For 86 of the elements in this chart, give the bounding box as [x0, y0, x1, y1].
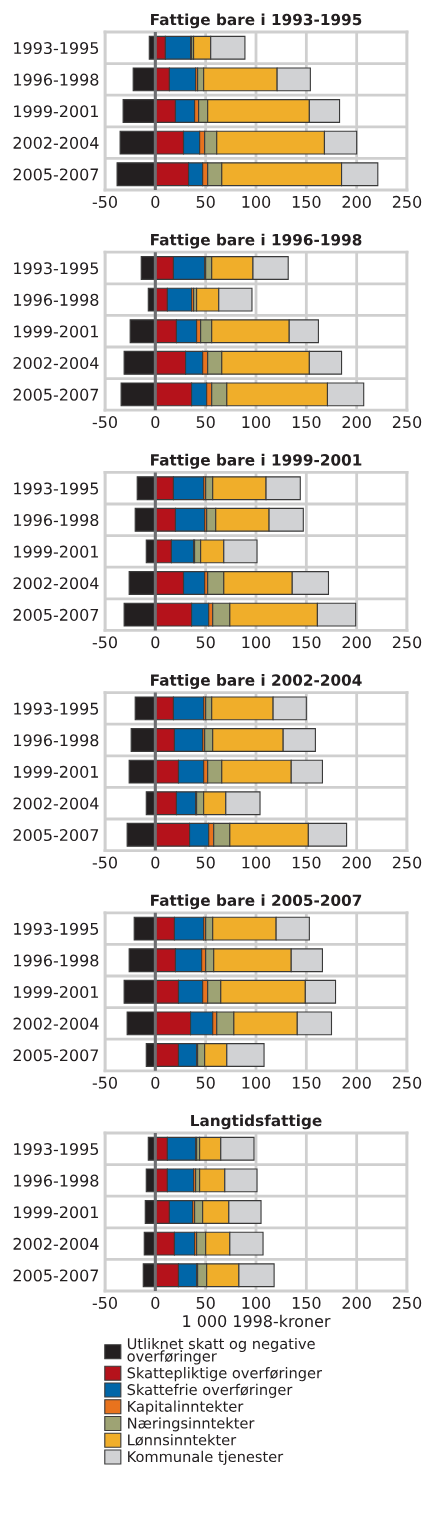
x-tick-label: -50 — [92, 856, 117, 869]
y-tick-label: 2005-2007 — [13, 608, 99, 621]
x-tick-label: 200 — [342, 1076, 371, 1089]
y-tick-label: 2002-2004 — [13, 357, 99, 370]
y-tick-label: 2005-2007 — [13, 829, 99, 842]
y-tick-label: 1996-1998 — [14, 1174, 99, 1187]
x-tick-label: -50 — [92, 1296, 117, 1309]
y-tick-label: 1999-2001 — [14, 545, 98, 558]
x-tick-label: 200 — [342, 416, 371, 429]
x-tick-label: 100 — [242, 195, 271, 208]
x-tick-label: 0 — [151, 636, 160, 649]
x-tick-label: 150 — [292, 636, 321, 649]
x-tick-label: 200 — [342, 1296, 371, 1309]
y-tick-label: 1993-1995 — [14, 922, 99, 935]
y-tick-label: 1999-2001 — [14, 105, 98, 118]
x-tick-label: 200 — [342, 195, 371, 208]
x-tick-label: 150 — [292, 1296, 321, 1309]
y-tick-label: 1993-1995 — [14, 1143, 99, 1156]
x-tick-label: 0 — [151, 1296, 160, 1309]
y-tick-label: 2002-2004 — [13, 797, 99, 810]
x-tick-label: 50 — [196, 636, 215, 649]
y-tick-label: 1999-2001 — [14, 325, 98, 338]
y-tick-label: 2005-2007 — [13, 168, 99, 181]
chart-title: Fattige bare i 2005-2007 — [151, 894, 362, 910]
x-tick-label: 50 — [196, 1296, 215, 1309]
x-tick-label: 250 — [392, 1296, 422, 1309]
x-tick-label: 100 — [242, 636, 271, 649]
x-tick-label: 50 — [196, 1076, 215, 1089]
x-tick-label: 150 — [292, 1076, 321, 1089]
x-tick-label: 250 — [392, 1076, 422, 1089]
y-tick-label: 1999-2001 — [14, 765, 98, 778]
y-tick-label: 1996-1998 — [14, 514, 99, 527]
y-tick-label: 2002-2004 — [13, 1017, 99, 1030]
y-tick-label: 2002-2004 — [13, 577, 99, 590]
x-tick-label: 200 — [342, 636, 371, 649]
y-tick-label: 1993-1995 — [14, 42, 99, 55]
legend-label: Kommunale tjenester — [128, 1450, 284, 1465]
x-tick-label: 0 — [151, 416, 160, 429]
x-tick-label: 0 — [151, 1076, 160, 1089]
x-tick-label: 100 — [242, 1076, 271, 1089]
x-tick-label: 150 — [292, 856, 321, 869]
legend-label: Skattepliktige overføringer — [127, 1367, 322, 1382]
x-tick-label: 150 — [292, 195, 321, 208]
x-tick-label: 200 — [342, 856, 371, 869]
x-tick-label: 250 — [392, 856, 422, 869]
y-tick-label: 1993-1995 — [14, 262, 99, 275]
x-tick-label: 0 — [151, 856, 160, 869]
x-tick-label: 250 — [392, 416, 422, 429]
x-tick-label: -50 — [92, 1076, 117, 1089]
x-tick-label: 50 — [196, 856, 215, 869]
y-tick-label: 1996-1998 — [14, 954, 99, 967]
y-tick-label: 1996-1998 — [14, 293, 99, 306]
y-tick-label: 2002-2004 — [13, 1237, 99, 1250]
x-tick-label: -50 — [92, 636, 117, 649]
y-tick-label: 1996-1998 — [14, 73, 99, 86]
x-tick-label: 100 — [242, 416, 271, 429]
x-tick-label: 250 — [392, 195, 422, 208]
chart-title: Fattige bare i 1999-2001 — [151, 453, 362, 469]
x-tick-label: 250 — [392, 636, 422, 649]
y-tick-label: 2005-2007 — [13, 1049, 99, 1062]
legend-label: Skattefrie overføringer — [127, 1383, 293, 1398]
x-tick-label: 50 — [196, 195, 215, 208]
x-tick-label: 50 — [196, 416, 215, 429]
legend-label: Utliknet skatt og negative overføringer — [127, 1337, 315, 1365]
y-tick-label: 2005-2007 — [13, 388, 99, 401]
x-tick-label: 100 — [242, 1296, 271, 1309]
chart-title: Fattige bare i 1993-1995 — [151, 13, 362, 29]
legend-label: Lønnsinntekter — [128, 1434, 237, 1446]
legend-label: Kapitalinntekter — [128, 1400, 244, 1415]
x-tick-label: -50 — [92, 195, 117, 208]
y-tick-label: 2002-2004 — [13, 136, 99, 149]
y-tick-label: 1999-2001 — [14, 1206, 98, 1219]
y-tick-label: 2005-2007 — [13, 1269, 99, 1282]
y-tick-label: 1999-2001 — [14, 986, 98, 999]
y-tick-label: 1993-1995 — [14, 482, 99, 495]
x-tick-label: -50 — [92, 416, 117, 429]
chart-title: Langtidsfattige — [191, 1114, 322, 1130]
x-axis-title: 1 000 1998-kroner — [183, 1314, 331, 1328]
legend-label: Næringsinntekter — [128, 1417, 255, 1432]
x-tick-label: 100 — [242, 856, 271, 869]
x-tick-label: 0 — [151, 195, 160, 208]
y-tick-label: 1993-1995 — [14, 702, 99, 715]
x-tick-label: 150 — [292, 416, 321, 429]
y-tick-label: 1996-1998 — [14, 734, 99, 747]
chart-title: Fattige bare i 2002-2004 — [151, 674, 362, 689]
chart-title: Fattige bare i 1996-1998 — [151, 233, 362, 249]
